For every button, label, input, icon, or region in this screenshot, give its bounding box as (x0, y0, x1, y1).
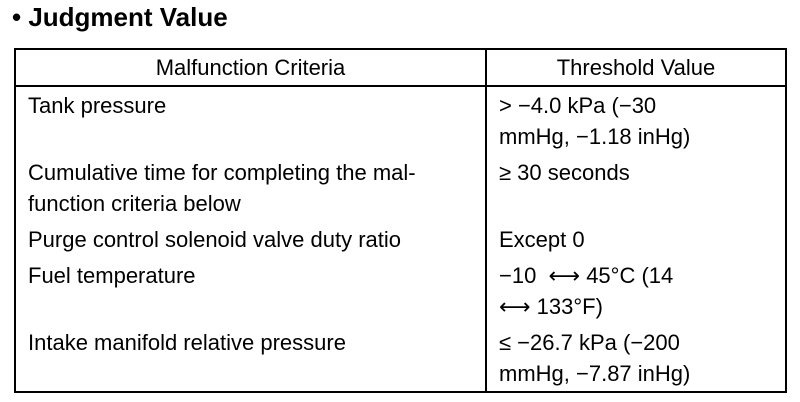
table-row: Intake manifold relative pressure ≤ −26.7… (14, 324, 787, 393)
cell-line: function criteria below (28, 191, 241, 216)
cell-line: Except 0 (499, 227, 585, 252)
cell-line: ≥ 30 seconds (499, 160, 630, 185)
column-header: Threshold Value (485, 48, 787, 87)
cell-line: −10 ⟷ 45°C (14 (499, 263, 674, 288)
table-row: Purge control solenoid valve duty ratio E… (14, 221, 787, 257)
cell-line: Intake manifold relative pressure (28, 330, 346, 355)
table-body: Tank pressure > −4.0 kPa (−30 mmHg, −1.18 … (14, 86, 787, 393)
section-title: • Judgment Value (12, 2, 228, 32)
table-cell: Cumulative time for completing the mal-f… (14, 154, 487, 221)
table-cell: > −4.0 kPa (−30 mmHg, −1.18 inHg) (485, 86, 787, 154)
table-row: Cumulative time for completing the mal-f… (14, 154, 787, 221)
table-cell: ≤ −26.7 kPa (−200 mmHg, −7.87 inHg) (485, 324, 787, 393)
header-row: Malfunction Criteria Threshold Value (14, 48, 787, 87)
judgment-table: Malfunction Criteria Threshold Value Tank… (14, 48, 787, 393)
cell-line: ⟷ 133°F) (499, 294, 603, 319)
table-cell: Except 0 (485, 221, 787, 257)
table-row: Fuel temperature −10 ⟷ 45°C (14 ⟷ 133°F) (14, 257, 787, 324)
table-cell: Purge control solenoid valve duty ratio (14, 221, 487, 257)
cell-line: ≤ −26.7 kPa (−200 (499, 330, 680, 355)
cell-line: Fuel temperature (28, 263, 196, 288)
cell-line: Tank pressure (28, 93, 167, 118)
cell-line: mmHg, −1.18 inHg) (499, 124, 691, 149)
cell-line: Purge control solenoid valve duty ratio (28, 227, 401, 252)
cell-line: mmHg, −7.87 inHg) (499, 361, 691, 386)
table-row: Tank pressure > −4.0 kPa (−30 mmHg, −1.18 … (14, 86, 787, 154)
cell-line: Cumulative time for completing the mal- (28, 160, 416, 185)
table-cell: Tank pressure (14, 86, 487, 154)
table-cell: Fuel temperature (14, 257, 487, 324)
table-cell: Intake manifold relative pressure (14, 324, 487, 393)
table-cell: −10 ⟷ 45°C (14 ⟷ 133°F) (485, 257, 787, 324)
cell-line: > −4.0 kPa (−30 (499, 93, 657, 118)
table-cell: ≥ 30 seconds (485, 154, 787, 221)
column-header: Malfunction Criteria (14, 48, 487, 87)
